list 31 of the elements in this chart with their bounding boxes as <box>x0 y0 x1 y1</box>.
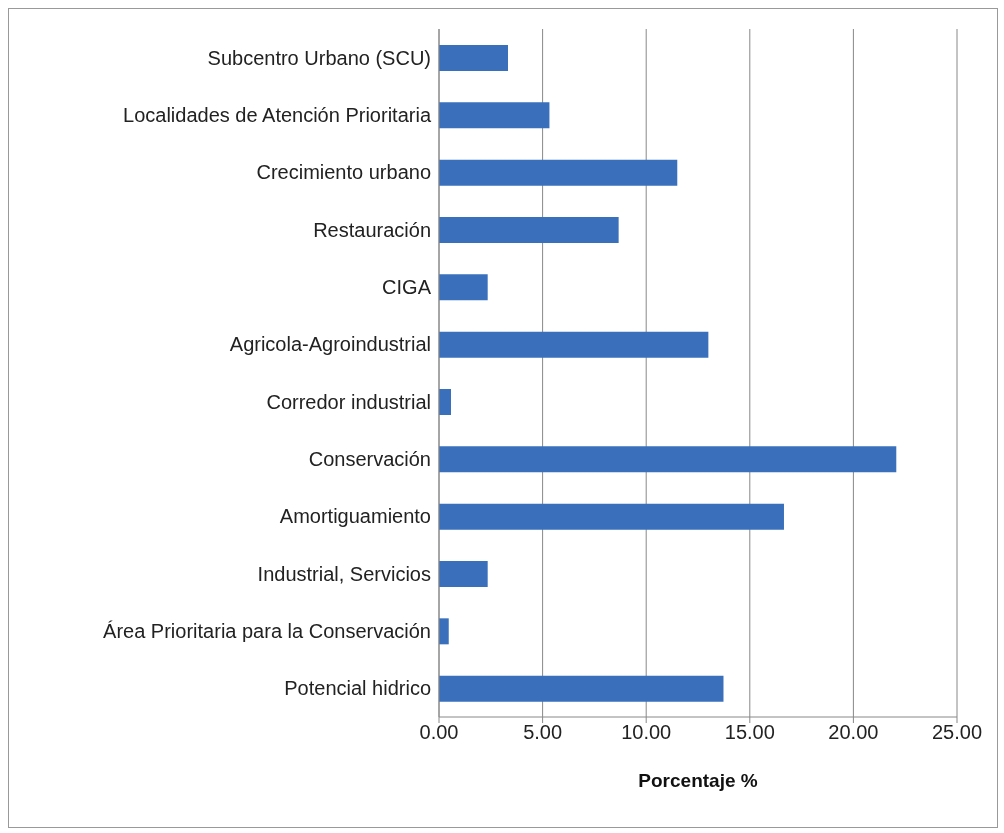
bar <box>439 331 709 358</box>
bar <box>439 446 897 473</box>
bar <box>439 217 619 243</box>
y-tick-label: Localidades de Atención Prioritaria <box>123 104 432 127</box>
y-tick-label: Subcentro Urbano (SCU) <box>207 46 431 69</box>
bar <box>439 159 678 186</box>
y-tick-label: Agricola-Agroindustrial <box>229 333 431 356</box>
bar <box>439 102 550 129</box>
bar <box>439 274 488 301</box>
bar <box>439 675 724 702</box>
y-tick-label: Conservación <box>308 448 431 471</box>
y-tick-label: Industrial, Servicios <box>257 562 431 585</box>
y-tick-label: Potencial hidrico <box>284 677 431 700</box>
y-tick-label: CIGA <box>382 276 432 299</box>
x-tick-label: 0.00 <box>419 721 459 744</box>
bar <box>439 503 784 530</box>
x-tick-label: 25.00 <box>931 721 983 744</box>
x-tick-label: 15.00 <box>724 721 775 744</box>
y-tick-label: Restauración <box>313 218 431 241</box>
bar <box>439 618 449 645</box>
x-tick-label: 10.00 <box>621 721 672 744</box>
bar <box>439 561 488 587</box>
x-axis-title: Porcentaje % <box>638 770 758 791</box>
y-tick-label: Amortiguamiento <box>279 505 431 528</box>
y-tick-label: Crecimiento urbano <box>256 161 431 184</box>
x-tick-label: 20.00 <box>828 721 879 744</box>
y-tick-label: Área Prioritaria para la Conservación <box>103 620 431 643</box>
y-tick-label: Corredor industrial <box>266 390 431 413</box>
x-tick-label: 5.00 <box>523 721 563 744</box>
bar <box>439 45 508 71</box>
bar <box>439 389 452 415</box>
